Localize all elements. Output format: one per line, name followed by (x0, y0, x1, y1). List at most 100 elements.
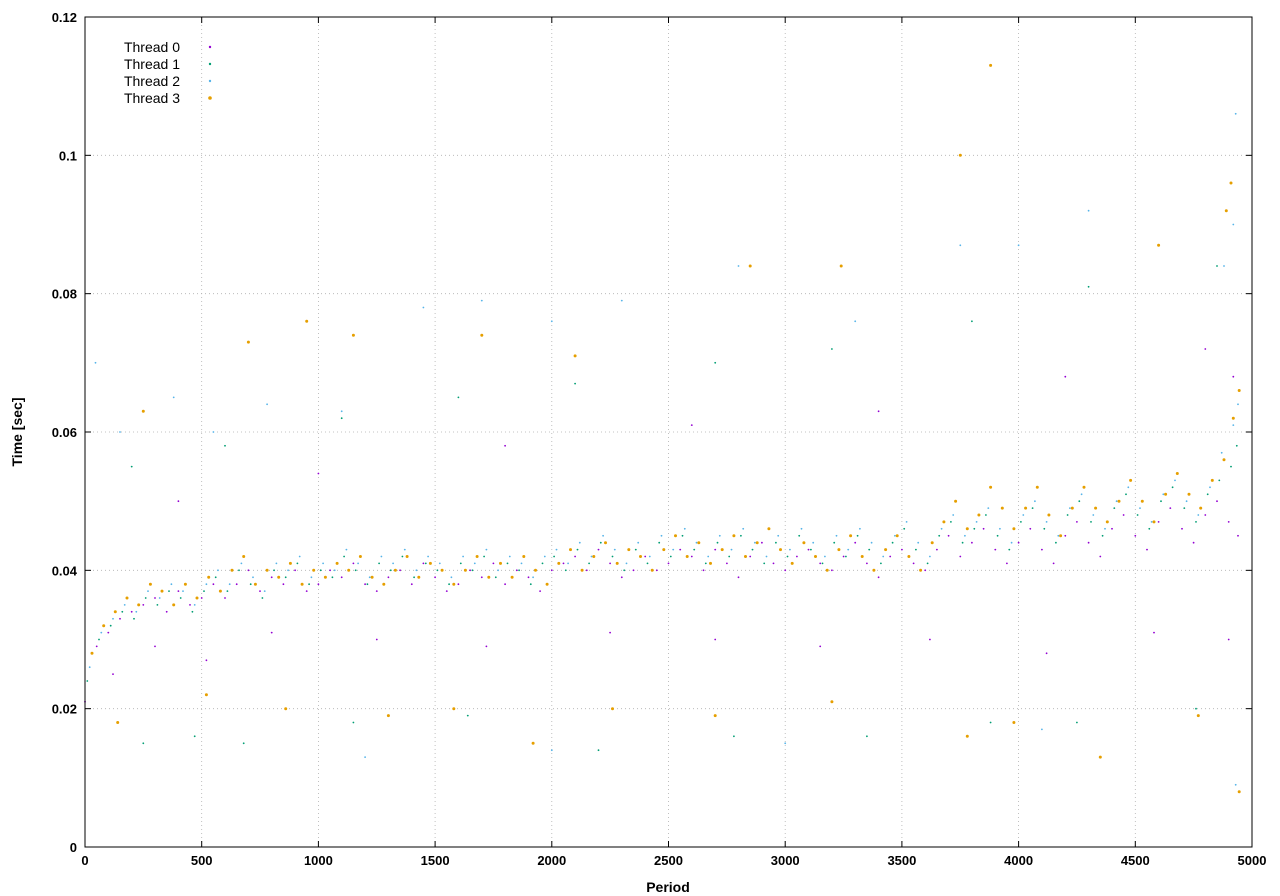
y-tick-label: 0.02 (52, 702, 77, 717)
data-point (810, 548, 812, 551)
data-point (480, 576, 483, 579)
data-point (1111, 527, 1113, 530)
data-point (1171, 486, 1174, 489)
x-tick-label: 500 (191, 853, 213, 868)
data-point (90, 651, 94, 655)
data-point (261, 597, 264, 599)
data-point (952, 514, 955, 516)
data-point (814, 555, 817, 558)
data-point (457, 396, 460, 399)
data-point (690, 424, 693, 426)
data-point (240, 562, 243, 565)
data-point (1035, 485, 1039, 489)
data-point (866, 562, 868, 565)
data-point (288, 561, 292, 565)
data-point (375, 638, 378, 641)
data-point (142, 604, 145, 606)
data-point (716, 541, 719, 544)
data-point (462, 555, 464, 558)
data-point (611, 707, 614, 711)
data-point (284, 576, 287, 579)
data-point (424, 562, 427, 565)
data-point (1140, 499, 1144, 503)
x-tick-labels: 0 500 1000 1500 2000 2500 3000 3500 4000 4500 5000 (81, 853, 1266, 868)
data-point (860, 555, 864, 558)
data-point (1139, 507, 1141, 509)
data-point (475, 555, 479, 558)
data-point (588, 562, 590, 565)
data-point (754, 541, 756, 544)
data-point (218, 589, 222, 593)
series-thread-0 (84, 348, 1239, 703)
data-point (364, 583, 366, 586)
data-point (733, 735, 735, 738)
data-point (266, 403, 268, 406)
data-point (312, 568, 316, 572)
data-point (695, 541, 698, 544)
data-point (553, 555, 555, 558)
data-point (497, 569, 499, 572)
data-point (275, 562, 278, 565)
x-tick-label: 1500 (421, 853, 450, 868)
data-point (1094, 506, 1098, 510)
data-point (669, 555, 672, 558)
data-point (317, 583, 320, 586)
data-point (410, 583, 413, 586)
data-point (672, 548, 675, 551)
data-point (613, 548, 616, 551)
data-point (697, 541, 701, 545)
data-point (728, 555, 731, 558)
data-point (335, 561, 339, 565)
data-point (833, 541, 836, 544)
data-point (965, 734, 969, 738)
data-point (539, 590, 541, 592)
data-point (345, 548, 348, 551)
data-point (590, 555, 593, 558)
data-point (333, 569, 336, 572)
data-point (378, 562, 380, 565)
data-point (300, 582, 304, 586)
data-point (459, 562, 462, 565)
data-point (1070, 506, 1074, 510)
data-point (485, 548, 488, 551)
data-point (550, 320, 553, 323)
data-point (95, 645, 98, 648)
data-point (639, 555, 642, 558)
data-point (737, 265, 740, 267)
data-point (1146, 548, 1148, 551)
x-tick-label: 0 (81, 853, 88, 868)
data-point (1185, 500, 1188, 503)
data-point (989, 63, 993, 67)
data-point (1134, 534, 1137, 537)
data-point (504, 583, 506, 586)
data-point (714, 638, 717, 641)
data-point (366, 583, 369, 586)
data-point (1115, 500, 1118, 503)
data-point (658, 541, 661, 544)
data-point (413, 576, 415, 579)
data-point (193, 735, 196, 738)
data-point (1222, 458, 1226, 462)
data-point (1183, 507, 1186, 509)
data-point (86, 680, 89, 682)
data-point (137, 603, 141, 607)
data-point (1224, 209, 1228, 213)
data-point (775, 541, 777, 544)
data-point (527, 576, 530, 579)
data-point (819, 645, 822, 648)
data-point (985, 514, 987, 516)
x-tick-label: 2000 (537, 853, 566, 868)
data-point (1006, 562, 1008, 565)
x-tick-label: 1000 (304, 853, 333, 868)
data-point (212, 431, 215, 433)
data-point (1129, 478, 1133, 482)
data-point (940, 527, 943, 530)
data-point (751, 548, 754, 551)
data-point (1020, 521, 1022, 523)
data-point (1008, 548, 1011, 551)
data-point (620, 299, 623, 302)
data-point (868, 548, 871, 551)
data-point (200, 597, 203, 599)
y-tick-label: 0 (70, 840, 77, 855)
data-point (877, 410, 880, 413)
